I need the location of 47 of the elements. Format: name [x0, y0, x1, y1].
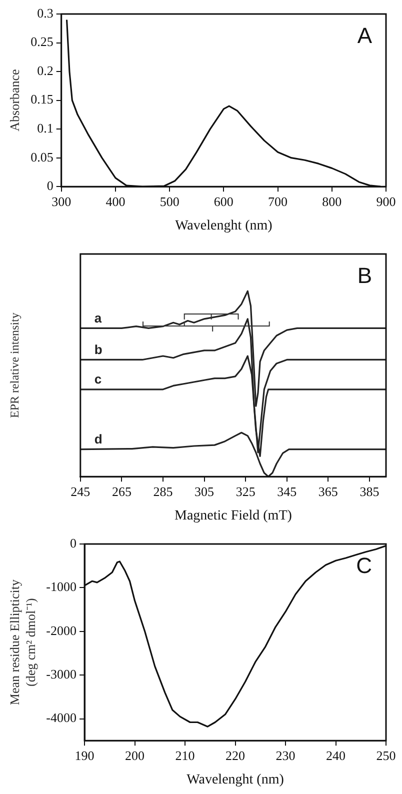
y-tick-label: 0.25 — [30, 34, 54, 50]
y-tick-label: 0.2 — [37, 62, 54, 78]
y-tick-label: 0.3 — [37, 5, 54, 20]
x-tick-label: 245 — [70, 484, 90, 499]
y-tick-label: 0.1 — [37, 120, 54, 136]
x-tick-label: 300 — [52, 194, 72, 209]
series-label: b — [94, 342, 102, 357]
x-tick-label: 305 — [194, 484, 214, 499]
x-tick-label: 345 — [277, 484, 297, 499]
y-axis-title: EPR relative intensity — [7, 312, 22, 418]
x-tick-label: 365 — [318, 484, 338, 499]
y-tick-label: 0 — [46, 178, 54, 194]
x-tick-label: 200 — [125, 748, 145, 763]
annotation: C — [356, 553, 372, 578]
y-tick-label: -3000 — [46, 666, 77, 682]
x-tick-label: 265 — [112, 484, 132, 499]
x-tick-label: 285 — [153, 484, 173, 499]
x-tick-label: 210 — [175, 748, 195, 763]
y-tick-label: -4000 — [46, 710, 77, 726]
y-tick-label: 0.15 — [30, 92, 54, 107]
series-label: d — [94, 431, 102, 446]
x-tick-label: 700 — [268, 194, 288, 209]
x-tick-label: 500 — [160, 194, 180, 209]
series-label: a — [94, 310, 102, 326]
series-label: c — [94, 371, 102, 386]
x-tick-label: 190 — [74, 748, 94, 763]
y-axis-title: Absorbance — [7, 69, 22, 132]
x-tick-label: 240 — [326, 748, 346, 763]
x-tick-label: 325 — [236, 484, 256, 499]
x-axis-title: Magnetic Field (mT) — [174, 508, 292, 524]
x-tick-label: 400 — [106, 194, 126, 209]
x-tick-label: 230 — [276, 748, 296, 763]
y-tick-label: -2000 — [46, 622, 77, 638]
text: B — [357, 263, 372, 288]
y-tick-label: 0.05 — [30, 149, 54, 164]
y-tick-label: -1000 — [46, 579, 77, 594]
y-tick-label: 0 — [70, 535, 77, 550]
x-axis-title: Wavelenght (nm) — [186, 772, 284, 788]
x-tick-label: 385 — [360, 484, 380, 499]
x-tick-label: 800 — [322, 194, 342, 209]
x-tick-label: 600 — [214, 194, 234, 209]
x-tick-label: 900 — [376, 194, 396, 209]
x-tick-label: 250 — [376, 748, 396, 763]
x-tick-label: 220 — [226, 748, 246, 763]
annotation: A — [357, 23, 372, 48]
x-axis-title: Wavelenght (nm) — [175, 218, 273, 234]
y-axis-title: Mean residue Ellipticity (deg cm² dmol⁻¹) — [7, 578, 38, 706]
